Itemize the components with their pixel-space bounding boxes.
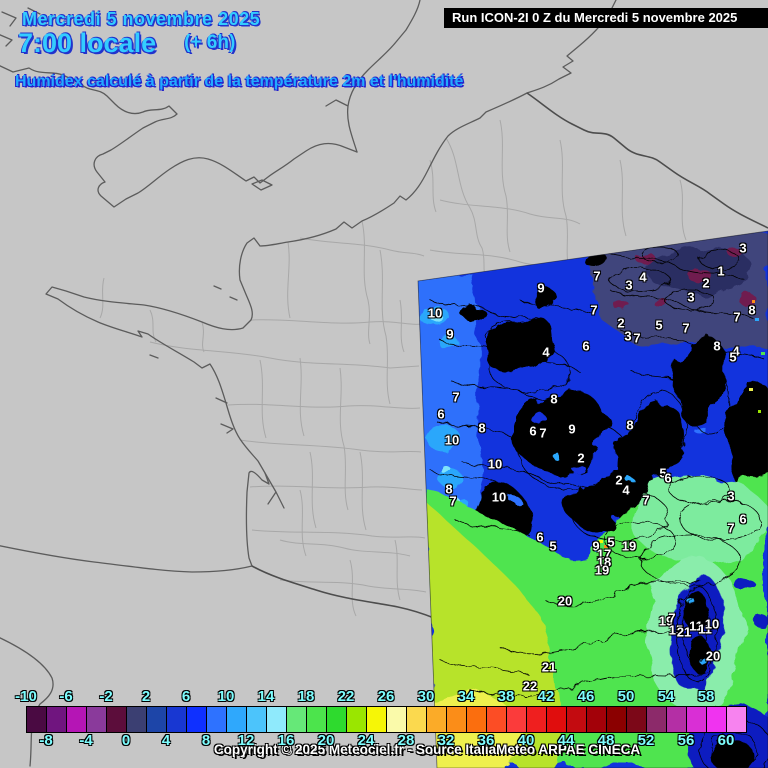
scale-tick-label: 6 [181,688,191,705]
scale-cell [706,706,727,733]
scale-cell [446,706,467,733]
scale-tick-label: 40 [517,732,535,749]
run-info-box: Run ICON-2I 0 Z du Mercredi 5 novembre 2… [444,8,768,28]
scale-tick-label: -8 [39,732,53,749]
scale-tick-label: 0 [121,732,131,749]
scale-cell [86,706,107,733]
forecast-offset: (+ 6h) [184,32,236,53]
date-label: Mercredi 5 novembre 2025 [22,9,261,29]
scale-cell [346,706,367,733]
scale-tick-label: 2 [141,688,151,705]
scale-tick-label: 60 [717,732,735,749]
scale-tick-label: -2 [99,688,113,705]
scale-tick-label: 52 [637,732,655,749]
scale-cell [626,706,647,733]
coastlines [0,0,617,767]
scale-tick-label: 32 [437,732,455,749]
scale-cell [186,706,207,733]
scale-tick-label: -10 [15,688,37,705]
scale-cell [226,706,247,733]
scale-cell [686,706,707,733]
scale-tick-label: 8 [201,732,211,749]
scale-cell [566,706,587,733]
scale-cell [726,706,747,733]
scale-cell [586,706,607,733]
scale-cell [606,706,627,733]
scale-tick-label: 30 [417,688,435,705]
scale-cell [426,706,447,733]
scale-tick-label: 58 [697,688,715,705]
scale-tick-label: 46 [577,688,595,705]
scale-tick-label: 42 [537,688,555,705]
scale-tick-label: 50 [617,688,635,705]
scale-tick-label: 54 [657,688,675,705]
scale-cell [486,706,507,733]
scale-tick-label: -4 [79,732,93,749]
scale-cell [266,706,287,733]
scale-cell [306,706,327,733]
scale-cell [286,706,307,733]
scale-tick-label: 34 [457,688,475,705]
scale-cell [546,706,567,733]
scale-cell [466,706,487,733]
scale-cell [506,706,527,733]
scale-cell [146,706,167,733]
scale-cell [326,706,347,733]
color-scale-bar [26,706,747,733]
scale-tick-label: 10 [217,688,235,705]
run-info-text: Run ICON-2I 0 Z du Mercredi 5 novembre 2… [452,10,738,25]
copyright-text: Copyright © 2025 Meteociel.fr - Source I… [213,742,641,757]
scale-cell [126,706,147,733]
scale-tick-label: 24 [357,732,375,749]
country-borders [251,92,768,619]
scale-tick-label: 4 [161,732,171,749]
scale-tick-label: 18 [297,688,315,705]
scale-tick-label: 14 [257,688,275,705]
scale-cell [66,706,87,733]
scale-cell [526,706,547,733]
scale-cell [206,706,227,733]
scale-cell [666,706,687,733]
scale-tick-label: 44 [557,732,575,749]
model-domain-border [417,230,768,768]
scale-cell [246,706,267,733]
scale-tick-label: 16 [277,732,295,749]
scale-cell [26,706,47,733]
scale-cell [646,706,667,733]
scale-cell [366,706,387,733]
local-time: 7:00 locale [18,28,157,58]
time-label: 7:00 locale (+ 6h) [18,28,235,59]
scale-tick-label: 38 [497,688,515,705]
scale-cell [166,706,187,733]
scale-tick-label: 22 [337,688,355,705]
scale-cell [386,706,407,733]
scale-tick-label: 20 [317,732,335,749]
model-data-region [418,231,768,768]
scale-cell [46,706,67,733]
scale-tick-label: 56 [677,732,695,749]
scale-tick-label: -6 [59,688,73,705]
scale-tick-label: 12 [237,732,255,749]
scale-tick-label: 48 [597,732,615,749]
parameter-subtitle: Humidex calculé à partir de la températu… [15,73,464,90]
scale-tick-label: 36 [477,732,495,749]
scale-tick-label: 26 [377,688,395,705]
scale-tick-label: 28 [397,732,415,749]
scale-cell [106,706,127,733]
scale-cell [406,706,427,733]
